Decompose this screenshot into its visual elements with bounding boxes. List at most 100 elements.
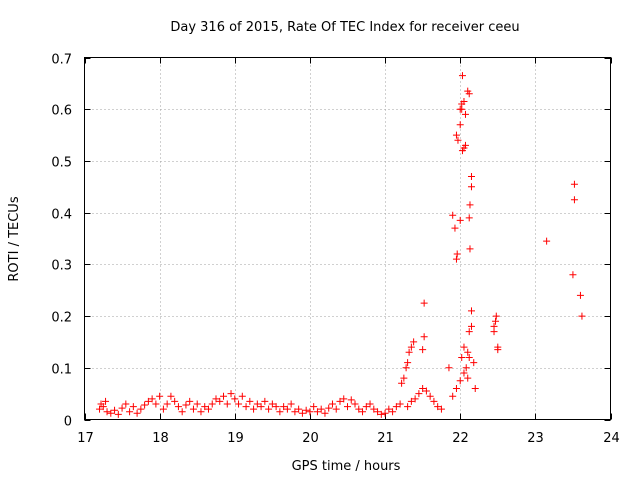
data-point: [208, 400, 216, 408]
data-point: [452, 384, 460, 392]
data-point: [405, 348, 413, 356]
data-point: [492, 317, 500, 325]
gridlines: [84, 57, 611, 420]
x-tick-label: 21: [377, 431, 394, 446]
data-point: [197, 408, 205, 416]
axis-ticks: 17 18 19 20 21 22 23 24 0 0.1 0.2 0.3 0.4 0.5 0.6 0.7: [51, 53, 619, 447]
data-point: [114, 410, 122, 418]
data-point: [201, 403, 209, 411]
data-point: [193, 400, 201, 408]
x-tick-label: 23: [527, 431, 544, 446]
data-point: [295, 405, 303, 413]
y-tick-label: 0.2: [51, 311, 72, 326]
data-point: [250, 405, 258, 413]
data-point: [426, 392, 434, 400]
data-point: [159, 405, 167, 413]
data-point: [152, 400, 160, 408]
data-point: [467, 307, 475, 315]
data-point: [400, 374, 408, 382]
data-point: [366, 400, 374, 408]
data-point: [223, 400, 231, 408]
data-point: [381, 409, 389, 417]
plot-frame: [84, 57, 611, 420]
data-point: [118, 404, 126, 412]
data-point: [227, 390, 235, 398]
data-point: [298, 409, 306, 417]
data-point: [111, 406, 119, 414]
data-point: [458, 72, 466, 80]
data-point: [280, 403, 288, 411]
data-point: [144, 397, 152, 405]
data-point: [422, 387, 430, 395]
data-point: [462, 364, 470, 372]
data-point: [578, 312, 586, 320]
data-point: [569, 271, 577, 279]
data-point: [261, 397, 269, 405]
data-point: [445, 364, 453, 372]
data-point: [392, 403, 400, 411]
data-point: [163, 400, 171, 408]
data-point: [465, 90, 473, 98]
data-point: [420, 333, 428, 341]
data-point: [456, 105, 464, 113]
y-tick-label: 0: [64, 415, 72, 430]
data-point: [385, 405, 393, 413]
data-point: [465, 214, 473, 222]
data-point: [306, 408, 314, 416]
data-point: [458, 353, 466, 361]
data-point: [242, 403, 250, 411]
data-point: [302, 406, 310, 414]
data-point: [570, 196, 578, 204]
data-point: [471, 384, 479, 392]
y-tick-label: 0.4: [51, 208, 72, 223]
data-point: [283, 405, 291, 413]
data-point: [410, 338, 418, 346]
data-point: [178, 408, 186, 416]
data-point: [235, 400, 243, 408]
data-point: [452, 131, 460, 139]
data-point: [389, 408, 397, 416]
data-point: [265, 405, 273, 413]
data-point: [141, 401, 149, 409]
data-point: [310, 403, 318, 411]
y-tick-label: 0.6: [51, 104, 72, 119]
data-point: [454, 136, 462, 144]
data-point: [317, 405, 325, 413]
data-point: [107, 409, 115, 417]
data-point: [216, 397, 224, 405]
data-point: [344, 403, 351, 411]
data-point: [336, 397, 344, 405]
data-point: [268, 400, 276, 408]
data-point: [313, 408, 321, 416]
data-point: [276, 408, 284, 416]
data-point: [189, 405, 197, 413]
data-point: [171, 397, 179, 405]
data-point: [137, 405, 145, 413]
data-point: [340, 395, 348, 403]
data-point: [287, 400, 295, 408]
x-tick-label: 19: [227, 431, 244, 446]
data-point: [465, 328, 473, 336]
data-point: [456, 121, 464, 129]
data-point: [377, 410, 385, 418]
data-point: [543, 237, 551, 245]
data-point: [398, 379, 406, 387]
data-point: [167, 392, 175, 400]
data-point: [328, 400, 336, 408]
data-point: [174, 403, 182, 411]
data-point: [99, 403, 107, 411]
x-tick-label: 22: [452, 431, 469, 446]
data-point: [407, 397, 415, 405]
data-point: [419, 346, 427, 354]
data-point: [253, 400, 261, 408]
data-point: [465, 353, 473, 361]
x-tick-label: 24: [603, 431, 620, 446]
data-point: [359, 408, 367, 416]
data-point: [396, 400, 404, 408]
x-tick-label: 17: [77, 431, 94, 446]
data-point: [464, 374, 472, 382]
data-point: [332, 405, 340, 413]
y-tick-label: 0.7: [51, 53, 72, 68]
data-point: [437, 405, 445, 413]
